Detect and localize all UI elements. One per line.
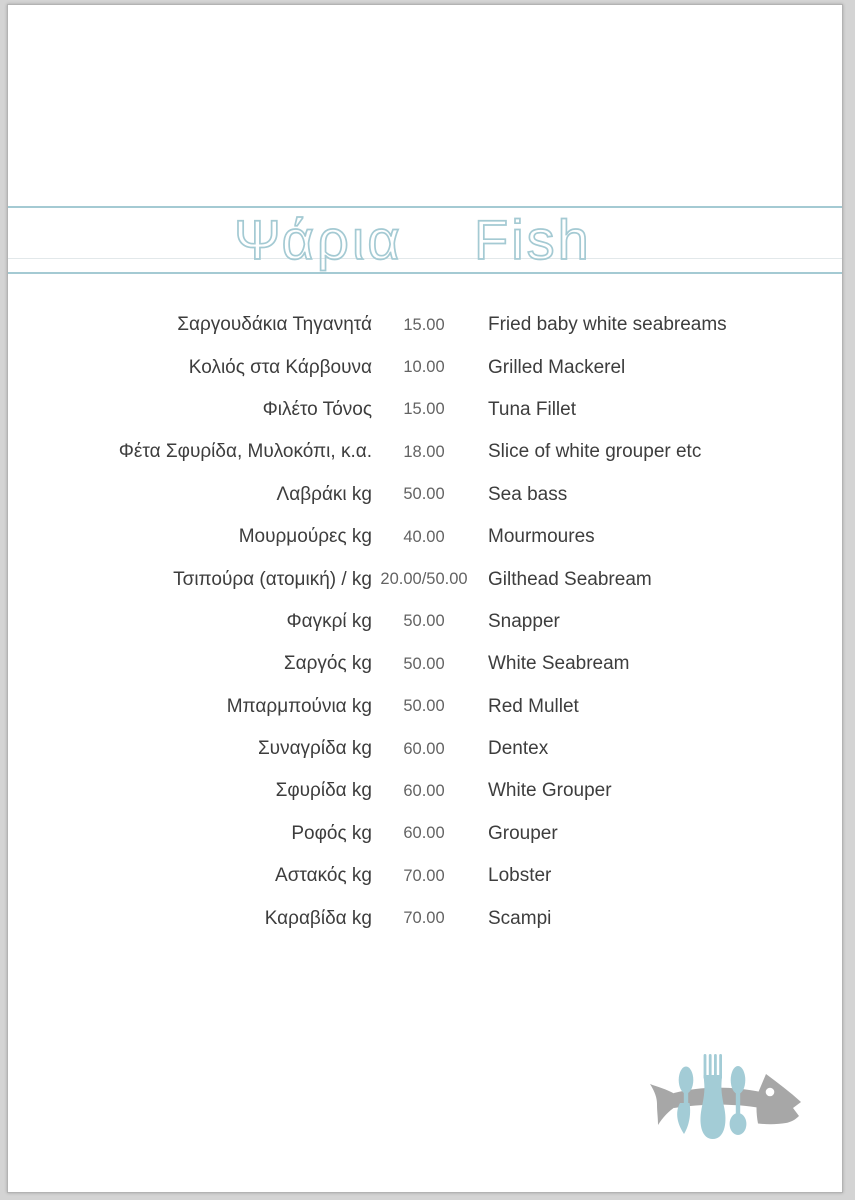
- fish-cutlery-logo-icon: [650, 1054, 801, 1139]
- item-name-english: Grilled Mackerel: [488, 356, 626, 378]
- menu-row: Σαργουδάκια Τηγανητά 15.00 Fried baby wh…: [8, 304, 844, 346]
- item-price: 50.00: [403, 654, 445, 673]
- item-name-english: Lobster: [488, 865, 552, 887]
- item-name-greek: Αστακός kg: [275, 865, 372, 887]
- item-name-english: Dentex: [488, 738, 549, 760]
- item-name-greek: Φέτα Σφυρίδα, Μυλοκόπι, κ.α.: [118, 441, 372, 463]
- menu-row: Μουρμούρες kg 40.00 Mourmoures: [8, 516, 844, 558]
- menu-row: Φαγκρί kg 50.00 Snapper: [8, 601, 844, 643]
- item-name-greek: Μπαρμπούνια kg: [226, 695, 372, 717]
- page-title-greek: Ψάρια: [234, 208, 403, 271]
- item-price: 50.00: [403, 485, 445, 504]
- page-title: Ψάρια Fish: [233, 207, 592, 272]
- item-price: 50.00: [403, 612, 445, 631]
- item-price: 60.00: [403, 824, 445, 843]
- item-price: 70.00: [403, 866, 445, 885]
- item-price: 60.00: [403, 739, 445, 758]
- item-price: 15.00: [403, 400, 445, 419]
- item-price: 10.00: [403, 358, 445, 377]
- item-name-english: Fried baby white seabreams: [488, 314, 727, 336]
- menu-row: Συναγρίδα kg 60.00 Dentex: [8, 728, 844, 770]
- item-name-english: Mourmoures: [488, 526, 595, 548]
- item-name-english: Gilthead Seabream: [488, 568, 652, 590]
- item-price: 60.00: [403, 781, 445, 800]
- item-name-english: Tuna Fillet: [488, 398, 576, 420]
- menu-row: Τσιπούρα (ατομική) / kg 20.00/50.00 Gilt…: [8, 558, 844, 600]
- item-name-greek: Λαβράκι kg: [276, 483, 372, 505]
- item-price: 20.00/50.00: [380, 570, 468, 589]
- menu-page: Ψάρια Fish Σαργουδάκια Τηγανητά 15.00 Fr…: [7, 4, 843, 1193]
- menu-list: Σαργουδάκια Τηγανητά 15.00 Fried baby wh…: [8, 304, 844, 940]
- item-price: 15.00: [403, 315, 445, 334]
- item-name-greek: Καραβίδα kg: [264, 907, 372, 929]
- item-name-english: Snapper: [488, 610, 560, 632]
- menu-row: Φιλέτο Τόνος 15.00 Tuna Fillet: [8, 389, 844, 431]
- item-price: 50.00: [403, 697, 445, 716]
- item-name-greek: Σαργουδάκια Τηγανητά: [177, 314, 372, 336]
- item-price: 70.00: [403, 909, 445, 928]
- menu-row: Μπαρμπούνια kg 50.00 Red Mullet: [8, 686, 844, 728]
- item-name-greek: Φιλέτο Τόνος: [262, 398, 372, 420]
- item-name-english: Grouper: [488, 822, 558, 844]
- item-name-greek: Κολιός στα Κάρβουνα: [188, 356, 372, 378]
- header-rule-faint: [8, 258, 842, 259]
- item-name-greek: Μουρμούρες kg: [238, 526, 372, 548]
- item-name-greek: Φαγκρί kg: [286, 610, 372, 632]
- item-name-english: Sea bass: [488, 483, 568, 505]
- item-name-english: Scampi: [488, 907, 552, 929]
- menu-row: Αστακός kg 70.00 Lobster: [8, 855, 844, 897]
- menu-row: Ροφός kg 60.00 Grouper: [8, 813, 844, 855]
- item-price: 18.00: [403, 442, 445, 461]
- header-rule-bottom: [8, 272, 842, 274]
- menu-row: Καραβίδα kg 70.00 Scampi: [8, 897, 844, 939]
- menu-row: Σφυρίδα kg 60.00 White Grouper: [8, 770, 844, 812]
- menu-row: Φέτα Σφυρίδα, Μυλοκόπι, κ.α. 18.00 Slice…: [8, 431, 844, 473]
- menu-row: Λαβράκι kg 50.00 Sea bass: [8, 474, 844, 516]
- page-title-english: Fish: [474, 208, 592, 271]
- item-name-greek: Σαργός kg: [283, 653, 372, 675]
- menu-row: Σαργός kg 50.00 White Seabream: [8, 643, 844, 685]
- menu-row: Κολιός στα Κάρβουνα 10.00 Grilled Macker…: [8, 346, 844, 388]
- item-name-english: White Seabream: [488, 653, 630, 675]
- header-rule-top: [8, 206, 842, 208]
- item-price: 40.00: [403, 527, 445, 546]
- item-name-english: Slice of white grouper etc: [488, 441, 702, 463]
- item-name-english: White Grouper: [488, 780, 612, 802]
- item-name-greek: Ροφός kg: [291, 822, 372, 844]
- item-name-english: Red Mullet: [488, 695, 579, 717]
- item-name-greek: Συναγρίδα kg: [257, 738, 372, 760]
- item-name-greek: Σφυρίδα kg: [275, 780, 372, 802]
- item-name-greek: Τσιπούρα (ατομική) / kg: [173, 568, 372, 590]
